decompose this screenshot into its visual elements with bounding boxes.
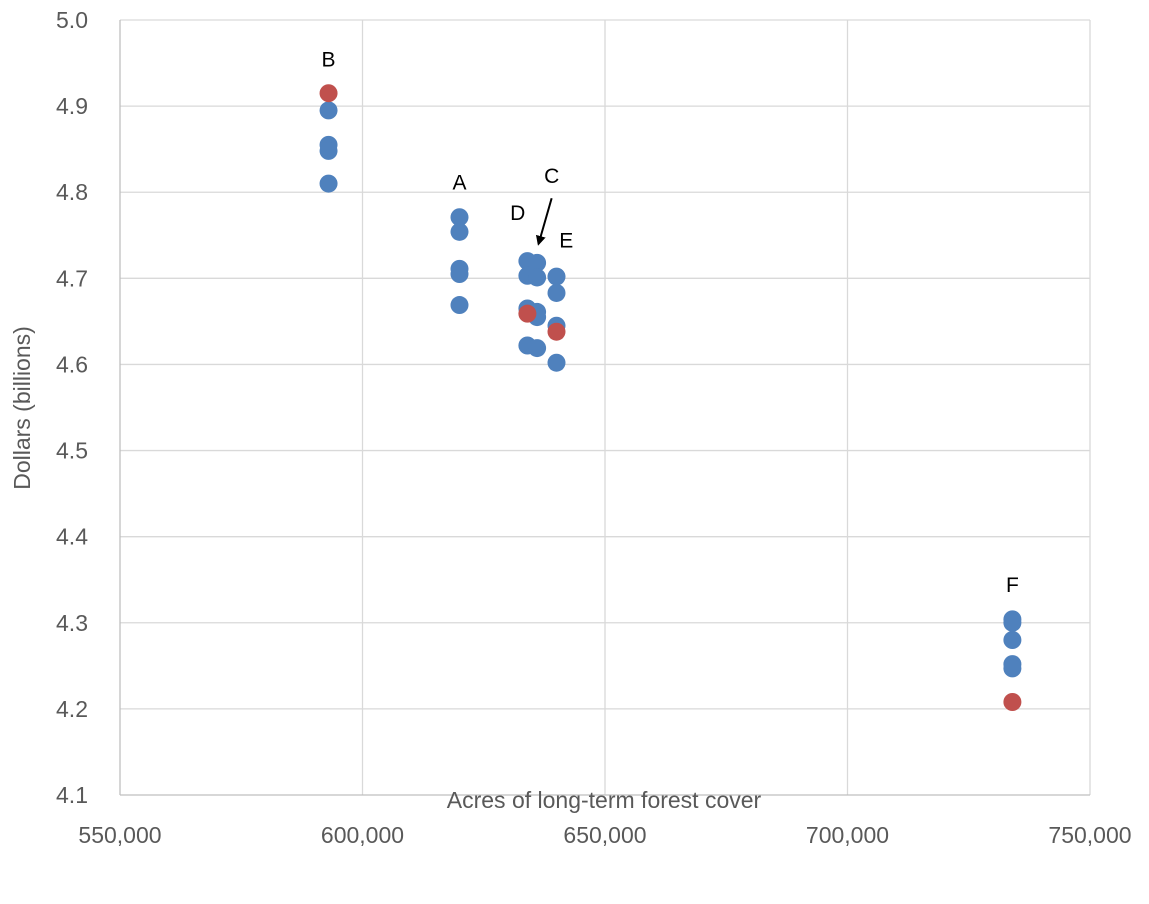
x-tick-label: 550,000 xyxy=(78,822,161,848)
blue-data-point xyxy=(547,283,566,302)
red-data-point xyxy=(518,304,537,323)
blue-data-point xyxy=(547,267,566,286)
gridlines xyxy=(120,19,1091,795)
y-tick-label: 4.7 xyxy=(56,265,88,291)
point-group-label: C xyxy=(544,165,559,188)
blue-data-point xyxy=(450,222,469,241)
y-tick-label: 5.0 xyxy=(56,7,88,33)
blue-data-point xyxy=(547,353,566,372)
red-data-point xyxy=(319,84,338,103)
point-group-label: D xyxy=(510,202,525,225)
blue-data-point xyxy=(528,253,547,272)
axes xyxy=(119,20,1090,796)
y-tick-label: 4.8 xyxy=(56,179,88,205)
x-tick-label: 600,000 xyxy=(321,822,404,848)
annotations: B A DC E F xyxy=(322,49,1019,597)
annotation-arrow xyxy=(535,197,553,246)
blue-data-point xyxy=(528,339,547,358)
blue-data-point xyxy=(528,268,547,287)
x-tick-label: 650,000 xyxy=(563,822,646,848)
blue-data-point xyxy=(450,296,469,315)
blue-data-point xyxy=(450,208,469,227)
point-group-label: B xyxy=(322,49,336,72)
y-tick-label: 4.3 xyxy=(56,610,88,636)
point-group-label: F xyxy=(1006,574,1019,597)
blue-data-point xyxy=(1003,659,1022,678)
point-group-label: E xyxy=(559,229,573,252)
y-tick-label: 4.4 xyxy=(56,524,88,550)
blue-data-point xyxy=(319,174,338,193)
data-points xyxy=(319,84,1022,711)
point-group-label: A xyxy=(452,172,466,195)
blue-data-point xyxy=(319,141,338,160)
y-tick-label: 4.6 xyxy=(56,351,88,377)
blue-data-point xyxy=(1003,631,1022,649)
y-tick-label: 4.9 xyxy=(56,93,88,119)
x-tick-label: 700,000 xyxy=(806,822,889,848)
blue-data-point xyxy=(1003,613,1022,632)
y-tick-label: 4.1 xyxy=(56,782,88,808)
x-tick-label: 750,000 xyxy=(1048,822,1131,848)
tick-labels: 4.1 4.2 4.3 4.4 4.5 4.6 4.7 4.8 4.9 5.0 550,000 600… xyxy=(56,7,1132,848)
red-data-point xyxy=(547,322,566,341)
x-axis-title: Acres of long-term forest cover xyxy=(447,787,762,813)
y-axis-title: Dollars (billions) xyxy=(9,326,35,490)
red-data-point xyxy=(1003,693,1022,711)
y-tick-label: 4.5 xyxy=(56,438,88,464)
y-tick-label: 4.2 xyxy=(56,696,88,722)
blue-data-point xyxy=(450,265,469,284)
blue-data-point xyxy=(319,101,338,120)
